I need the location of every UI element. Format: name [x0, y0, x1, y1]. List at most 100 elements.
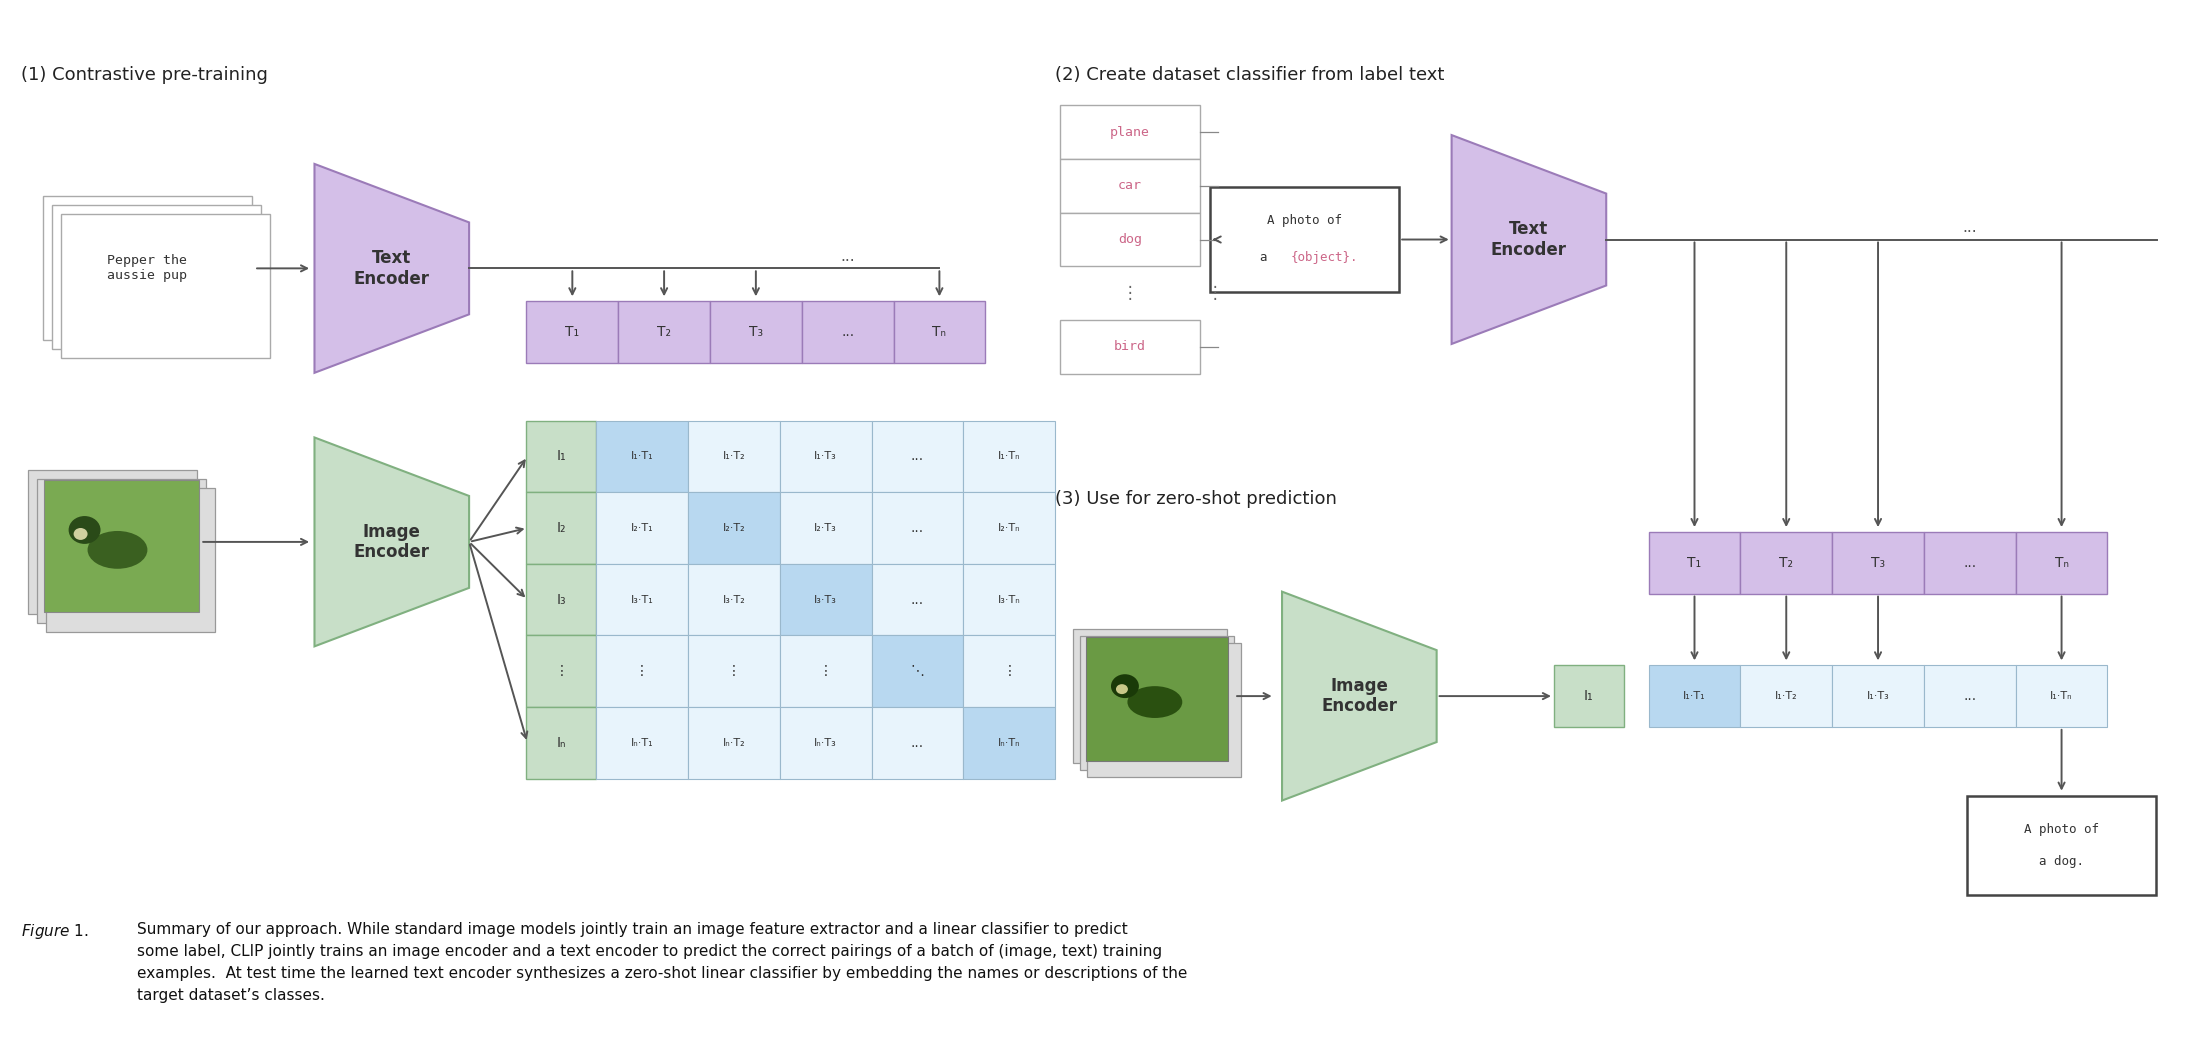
Ellipse shape: [73, 528, 88, 540]
Text: I₃·T₂: I₃·T₂: [723, 594, 745, 605]
Text: ⋱: ⋱: [910, 664, 925, 679]
Bar: [62, 215, 270, 359]
Text: Tₙ: Tₙ: [2055, 555, 2068, 570]
Polygon shape: [314, 438, 468, 646]
Bar: [2016, 532, 2108, 593]
Text: plane: plane: [1110, 125, 1150, 139]
Text: Tₙ: Tₙ: [932, 325, 947, 339]
Bar: [596, 707, 688, 778]
Text: Pepper the
aussie pup: Pepper the aussie pup: [108, 255, 187, 282]
Text: dog: dog: [1119, 234, 1143, 246]
Bar: [780, 564, 873, 635]
Bar: [873, 492, 963, 564]
Text: Text
Encoder: Text Encoder: [1490, 220, 1567, 259]
Bar: [780, 707, 873, 778]
Bar: [1967, 795, 2156, 895]
Bar: [2016, 665, 2108, 727]
Bar: [618, 301, 710, 363]
Text: Image
Encoder: Image Encoder: [354, 523, 431, 562]
Bar: [29, 470, 198, 614]
Text: T₃: T₃: [750, 325, 763, 339]
Text: car: car: [1119, 179, 1143, 193]
Text: I₂·T₁: I₂·T₁: [631, 523, 653, 533]
Ellipse shape: [68, 517, 101, 544]
Bar: [528, 492, 596, 564]
Text: Iₙ·T₂: Iₙ·T₂: [723, 737, 745, 748]
Bar: [1741, 665, 1833, 727]
Bar: [873, 707, 963, 778]
Text: Iₙ·T₃: Iₙ·T₃: [813, 737, 837, 748]
Text: ...: ...: [910, 592, 923, 607]
Bar: [528, 635, 596, 707]
Bar: [802, 301, 895, 363]
Text: ⋮: ⋮: [554, 664, 569, 679]
Text: Summary of our approach. While standard image models jointly train an image feat: Summary of our approach. While standard …: [138, 922, 1187, 1004]
Text: ⋮: ⋮: [820, 664, 833, 679]
Bar: [780, 421, 873, 492]
Bar: [1059, 320, 1200, 373]
Text: T₁: T₁: [1688, 555, 1701, 570]
Text: ⋮: ⋮: [1121, 284, 1139, 302]
Text: T₂: T₂: [1778, 555, 1794, 570]
Text: I₁·T₃: I₁·T₃: [1866, 691, 1890, 701]
Text: Image
Encoder: Image Encoder: [1321, 676, 1398, 715]
Bar: [1086, 636, 1229, 762]
Bar: [1741, 532, 1833, 593]
Text: a: a: [1259, 251, 1275, 264]
Bar: [963, 421, 1055, 492]
Bar: [1833, 665, 1923, 727]
Polygon shape: [1281, 591, 1437, 801]
Ellipse shape: [1110, 674, 1139, 699]
Text: ...: ...: [910, 521, 923, 535]
Bar: [528, 301, 618, 363]
Bar: [688, 492, 780, 564]
Bar: [1554, 665, 1624, 727]
Text: I₁·T₂: I₁·T₂: [1776, 691, 1798, 701]
Text: Iₙ·Tₙ: Iₙ·Tₙ: [998, 737, 1020, 748]
Bar: [688, 635, 780, 707]
Text: ...: ...: [1963, 220, 1978, 235]
Text: a dog.: a dog.: [2040, 854, 2084, 868]
Bar: [963, 564, 1055, 635]
Bar: [53, 205, 262, 349]
Ellipse shape: [88, 531, 147, 569]
Bar: [873, 635, 963, 707]
Text: I₂: I₂: [556, 521, 567, 535]
Text: ...: ...: [1963, 555, 1976, 570]
Text: I₂·Tₙ: I₂·Tₙ: [998, 523, 1020, 533]
Text: ...: ...: [842, 325, 855, 339]
Bar: [1833, 532, 1923, 593]
Bar: [44, 480, 198, 612]
Text: bird: bird: [1114, 341, 1145, 353]
Text: ...: ...: [910, 449, 923, 463]
Bar: [873, 564, 963, 635]
Bar: [780, 492, 873, 564]
Bar: [1059, 213, 1200, 266]
Bar: [1079, 635, 1233, 770]
Ellipse shape: [1128, 686, 1183, 717]
Text: $\it{Figure\ 1.}$: $\it{Figure\ 1.}$: [20, 922, 88, 940]
Bar: [1073, 629, 1226, 764]
Bar: [1059, 105, 1200, 159]
Text: (1) Contrastive pre-training: (1) Contrastive pre-training: [20, 66, 268, 84]
Text: T₁: T₁: [565, 325, 580, 339]
Ellipse shape: [1117, 684, 1128, 694]
Text: I₁·Tₙ: I₁·Tₙ: [2051, 691, 2073, 701]
Text: I₁: I₁: [556, 449, 567, 463]
Bar: [1209, 187, 1400, 291]
Text: I₂·T₂: I₂·T₂: [723, 523, 745, 533]
Bar: [1059, 159, 1200, 213]
Bar: [596, 564, 688, 635]
Bar: [596, 492, 688, 564]
Bar: [780, 635, 873, 707]
Text: ...: ...: [840, 249, 855, 264]
Text: I₂·T₃: I₂·T₃: [813, 523, 837, 533]
Bar: [1648, 532, 1741, 593]
Text: I₃·T₁: I₃·T₁: [631, 594, 653, 605]
Polygon shape: [314, 164, 468, 372]
Text: ⋮: ⋮: [1002, 664, 1015, 679]
Text: ...: ...: [1963, 689, 1976, 703]
Text: ⋮: ⋮: [1207, 284, 1222, 302]
Text: Iₙ: Iₙ: [556, 735, 567, 750]
Bar: [46, 488, 215, 632]
